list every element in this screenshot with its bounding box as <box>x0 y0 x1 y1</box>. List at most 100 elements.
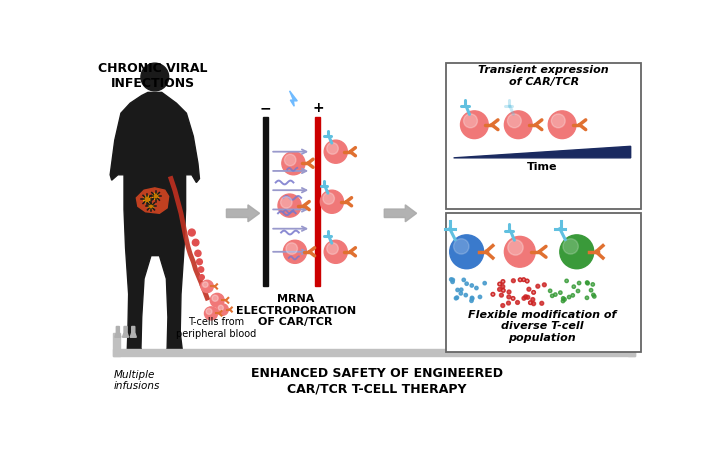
Circle shape <box>549 111 576 139</box>
Circle shape <box>522 296 526 300</box>
Circle shape <box>501 280 505 283</box>
Circle shape <box>572 286 575 288</box>
Polygon shape <box>122 327 129 337</box>
Circle shape <box>593 295 595 298</box>
Circle shape <box>498 282 501 286</box>
Bar <box>113 333 120 356</box>
Circle shape <box>204 307 218 320</box>
Circle shape <box>592 283 594 286</box>
Circle shape <box>500 293 503 297</box>
Circle shape <box>577 290 579 292</box>
Circle shape <box>587 282 589 285</box>
Text: ENHANCED SAFETY OF ENGINEERED
CAR/TCR T-CELL THERAPY: ENHANCED SAFETY OF ENGINEERED CAR/TCR T-… <box>251 367 503 395</box>
Circle shape <box>508 114 521 128</box>
Circle shape <box>217 304 229 316</box>
Circle shape <box>551 114 565 128</box>
Circle shape <box>451 280 454 284</box>
Polygon shape <box>290 91 297 106</box>
Circle shape <box>554 293 557 296</box>
Circle shape <box>511 279 516 283</box>
Text: T-cells from
peripheral blood: T-cells from peripheral blood <box>176 317 257 339</box>
Circle shape <box>508 240 523 255</box>
Circle shape <box>195 250 201 256</box>
Text: Multiple
infusions: Multiple infusions <box>113 370 160 391</box>
Bar <box>315 117 321 286</box>
Circle shape <box>449 278 453 281</box>
Circle shape <box>141 63 169 91</box>
Polygon shape <box>115 327 121 337</box>
Circle shape <box>459 292 462 295</box>
Circle shape <box>527 287 531 291</box>
Circle shape <box>523 295 528 299</box>
Circle shape <box>459 288 463 292</box>
Circle shape <box>586 281 588 284</box>
Circle shape <box>219 305 224 310</box>
Circle shape <box>568 296 570 298</box>
Circle shape <box>460 111 488 139</box>
Text: Transient expression
of CAR/TCR: Transient expression of CAR/TCR <box>478 66 609 87</box>
Circle shape <box>470 299 473 303</box>
Circle shape <box>505 237 535 267</box>
Circle shape <box>323 193 334 204</box>
Circle shape <box>449 235 484 269</box>
Circle shape <box>501 304 505 308</box>
Circle shape <box>590 289 592 292</box>
Circle shape <box>507 295 510 299</box>
Circle shape <box>283 240 306 263</box>
Circle shape <box>154 195 157 198</box>
Circle shape <box>507 290 511 294</box>
Circle shape <box>462 278 465 281</box>
Circle shape <box>549 290 551 292</box>
Circle shape <box>152 193 159 200</box>
Circle shape <box>586 297 588 299</box>
Circle shape <box>150 205 152 208</box>
Circle shape <box>562 297 564 299</box>
Circle shape <box>511 297 515 300</box>
Circle shape <box>324 140 347 163</box>
Circle shape <box>518 278 522 281</box>
Circle shape <box>203 282 208 287</box>
Text: CHRONIC VIRAL
INFECTIONS: CHRONIC VIRAL INFECTIONS <box>98 61 207 90</box>
Circle shape <box>563 239 578 254</box>
Circle shape <box>528 301 532 304</box>
Circle shape <box>282 152 305 175</box>
Circle shape <box>470 284 474 287</box>
Circle shape <box>551 295 554 297</box>
Circle shape <box>592 294 595 296</box>
Circle shape <box>498 287 502 292</box>
Circle shape <box>562 300 564 302</box>
Circle shape <box>475 286 478 290</box>
Text: +: + <box>312 102 324 116</box>
Circle shape <box>559 292 562 294</box>
Circle shape <box>210 293 224 307</box>
Circle shape <box>578 282 580 284</box>
Circle shape <box>456 288 459 292</box>
Circle shape <box>324 240 347 263</box>
Bar <box>446 213 641 352</box>
Text: Time: Time <box>527 162 557 172</box>
Circle shape <box>465 282 468 286</box>
Circle shape <box>285 154 296 166</box>
Circle shape <box>286 243 298 254</box>
Circle shape <box>501 285 505 288</box>
Circle shape <box>212 295 219 301</box>
Circle shape <box>144 196 150 203</box>
Polygon shape <box>130 327 137 337</box>
Circle shape <box>454 239 469 254</box>
Circle shape <box>542 283 546 287</box>
Circle shape <box>464 293 467 297</box>
Circle shape <box>464 114 477 128</box>
Bar <box>628 333 635 356</box>
Circle shape <box>193 239 199 246</box>
Circle shape <box>564 298 566 301</box>
Circle shape <box>278 194 301 217</box>
Circle shape <box>196 259 202 265</box>
Circle shape <box>491 292 495 296</box>
Circle shape <box>280 197 292 208</box>
Circle shape <box>560 235 594 269</box>
Circle shape <box>321 190 344 213</box>
Circle shape <box>516 301 519 304</box>
Circle shape <box>502 289 505 292</box>
Bar <box>113 349 635 356</box>
Circle shape <box>478 295 482 298</box>
